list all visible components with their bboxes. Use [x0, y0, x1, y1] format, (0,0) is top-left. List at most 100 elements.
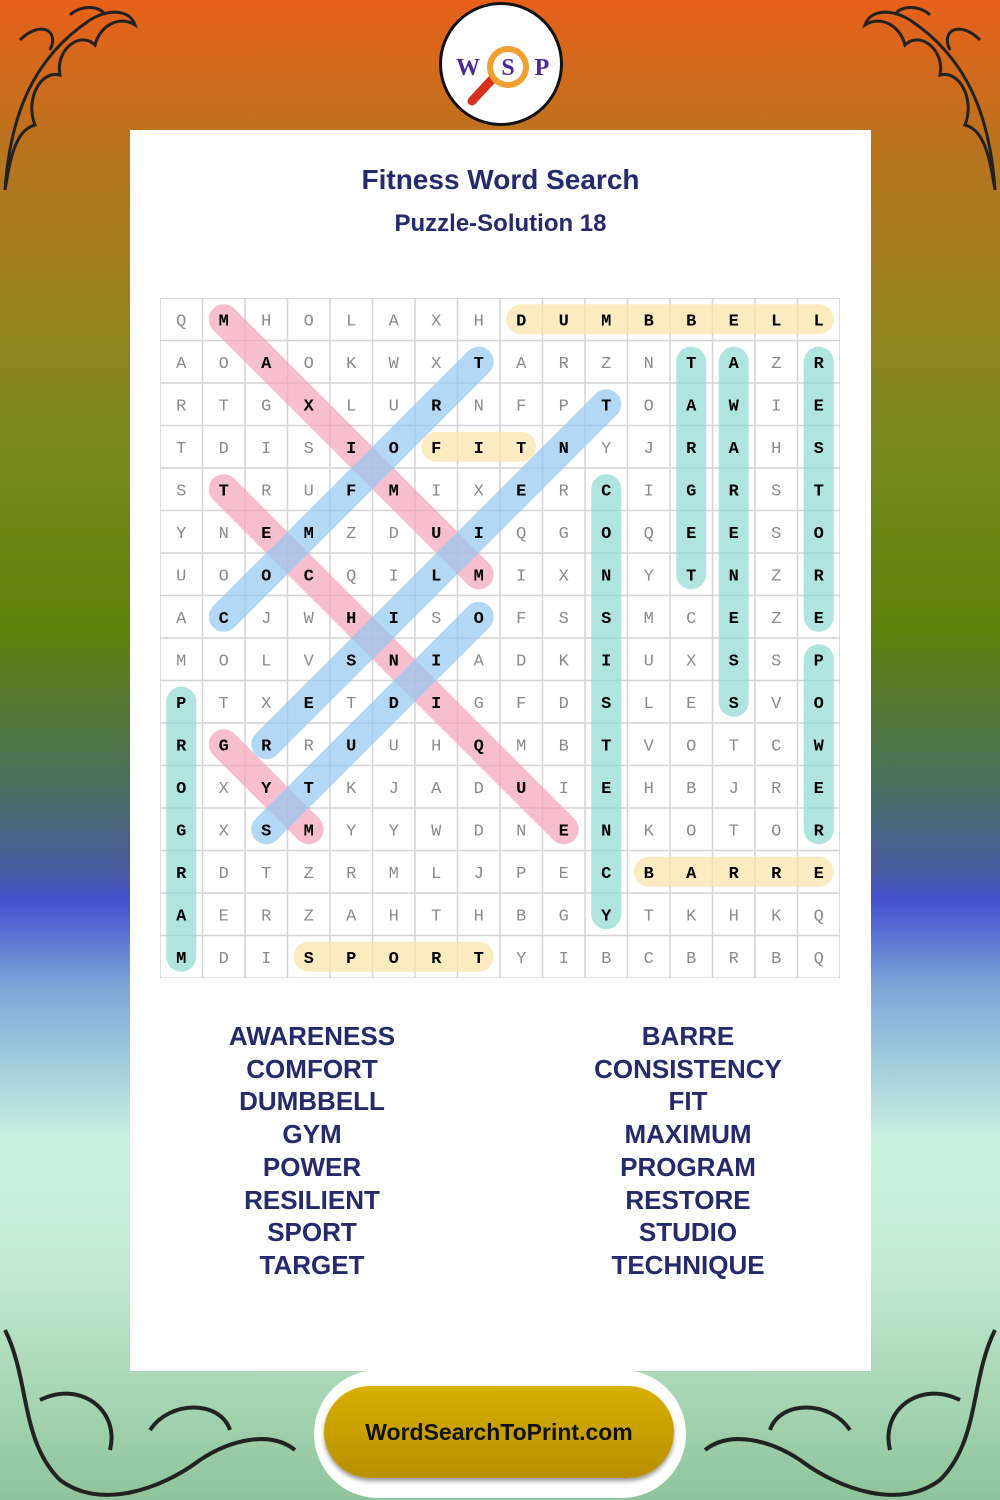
grid-cell[interactable]: F: [346, 482, 356, 501]
grid-cell[interactable]: T: [176, 440, 186, 459]
grid-cell[interactable]: R: [559, 482, 569, 501]
grid-cell[interactable]: W: [814, 737, 825, 756]
grid-cell[interactable]: Z: [771, 567, 781, 586]
grid-cell[interactable]: N: [601, 567, 611, 586]
grid-cell[interactable]: M: [644, 610, 654, 629]
grid-cell[interactable]: R: [771, 865, 782, 884]
grid-cell[interactable]: O: [644, 397, 654, 416]
grid-cell[interactable]: D: [474, 822, 484, 841]
grid-cell[interactable]: Y: [644, 567, 654, 586]
grid-cell[interactable]: G: [559, 525, 569, 544]
grid-cell[interactable]: C: [644, 950, 654, 969]
grid-cell[interactable]: I: [771, 397, 781, 416]
grid-cell[interactable]: I: [261, 440, 271, 459]
grid-cell[interactable]: P: [176, 695, 186, 714]
grid-cell[interactable]: T: [729, 737, 739, 756]
grid-cell[interactable]: R: [686, 440, 697, 459]
grid-cell[interactable]: N: [729, 567, 739, 586]
grid-cell[interactable]: L: [346, 312, 356, 331]
grid-cell[interactable]: M: [601, 312, 611, 331]
grid-cell[interactable]: G: [176, 822, 186, 841]
grid-cell[interactable]: M: [389, 482, 399, 501]
grid-cell[interactable]: I: [516, 567, 526, 586]
grid-cell[interactable]: O: [771, 822, 781, 841]
grid-cell[interactable]: O: [219, 652, 229, 671]
grid-cell[interactable]: I: [559, 950, 569, 969]
grid-cell[interactable]: R: [431, 397, 442, 416]
grid-cell[interactable]: O: [261, 567, 271, 586]
grid-cell[interactable]: D: [389, 525, 399, 544]
grid-cell[interactable]: Q: [644, 525, 654, 544]
grid-cell[interactable]: W: [729, 397, 740, 416]
grid-cell[interactable]: B: [559, 737, 569, 756]
grid-cell[interactable]: A: [431, 780, 442, 799]
grid-cell[interactable]: T: [729, 822, 739, 841]
grid-cell[interactable]: B: [601, 950, 611, 969]
grid-cell[interactable]: S: [729, 695, 739, 714]
grid-cell[interactable]: S: [261, 822, 271, 841]
grid-cell[interactable]: H: [389, 907, 399, 926]
grid-cell[interactable]: O: [686, 822, 696, 841]
grid-cell[interactable]: C: [219, 610, 229, 629]
grid-cell[interactable]: D: [219, 950, 229, 969]
grid-cell[interactable]: Z: [346, 525, 356, 544]
grid-cell[interactable]: K: [346, 355, 357, 374]
grid-cell[interactable]: T: [304, 780, 314, 799]
grid-cell[interactable]: E: [814, 780, 824, 799]
grid-cell[interactable]: E: [729, 312, 739, 331]
grid-cell[interactable]: L: [261, 652, 271, 671]
grid-cell[interactable]: T: [219, 482, 229, 501]
grid-cell[interactable]: U: [644, 652, 654, 671]
site-logo[interactable]: W S P: [439, 2, 563, 126]
grid-cell[interactable]: Y: [176, 525, 186, 544]
grid-cell[interactable]: N: [559, 440, 569, 459]
grid-cell[interactable]: T: [686, 567, 696, 586]
grid-cell[interactable]: A: [176, 355, 187, 374]
grid-cell[interactable]: T: [516, 440, 526, 459]
grid-cell[interactable]: P: [516, 865, 526, 884]
grid-cell[interactable]: Q: [814, 907, 824, 926]
grid-cell[interactable]: X: [686, 652, 696, 671]
grid-cell[interactable]: H: [431, 737, 441, 756]
grid-cell[interactable]: G: [261, 397, 271, 416]
grid-cell[interactable]: U: [176, 567, 186, 586]
grid-cell[interactable]: V: [304, 652, 315, 671]
grid-cell[interactable]: Y: [516, 950, 526, 969]
grid-cell[interactable]: R: [304, 737, 314, 756]
grid-cell[interactable]: R: [261, 737, 272, 756]
grid-cell[interactable]: F: [431, 440, 441, 459]
grid-cell[interactable]: T: [644, 907, 654, 926]
grid-cell[interactable]: C: [304, 567, 314, 586]
grid-cell[interactable]: K: [686, 907, 697, 926]
grid-cell[interactable]: G: [559, 907, 569, 926]
grid-cell[interactable]: S: [814, 440, 824, 459]
grid-cell[interactable]: J: [389, 780, 399, 799]
grid-cell[interactable]: R: [814, 567, 825, 586]
grid-cell[interactable]: Z: [771, 355, 781, 374]
grid-cell[interactable]: P: [559, 397, 569, 416]
grid-cell[interactable]: H: [261, 312, 271, 331]
grid-cell[interactable]: H: [474, 312, 484, 331]
grid-cell[interactable]: E: [686, 695, 696, 714]
grid-cell[interactable]: M: [304, 822, 314, 841]
grid-cell[interactable]: E: [516, 482, 526, 501]
grid-cell[interactable]: O: [601, 525, 611, 544]
grid-cell[interactable]: T: [219, 397, 229, 416]
grid-cell[interactable]: H: [729, 907, 739, 926]
grid-cell[interactable]: F: [516, 397, 526, 416]
grid-cell[interactable]: S: [346, 652, 356, 671]
grid-cell[interactable]: G: [219, 737, 229, 756]
grid-cell[interactable]: A: [686, 865, 697, 884]
grid-cell[interactable]: Z: [601, 355, 611, 374]
grid-cell[interactable]: N: [601, 822, 611, 841]
grid-cell[interactable]: A: [729, 355, 740, 374]
grid-cell[interactable]: S: [601, 695, 611, 714]
grid-cell[interactable]: A: [516, 355, 527, 374]
grid-cell[interactable]: T: [474, 950, 484, 969]
grid-cell[interactable]: J: [729, 780, 739, 799]
grid-cell[interactable]: U: [431, 525, 441, 544]
grid-cell[interactable]: E: [261, 525, 271, 544]
grid-cell[interactable]: R: [176, 865, 187, 884]
grid-cell[interactable]: L: [431, 865, 441, 884]
grid-cell[interactable]: D: [219, 440, 229, 459]
